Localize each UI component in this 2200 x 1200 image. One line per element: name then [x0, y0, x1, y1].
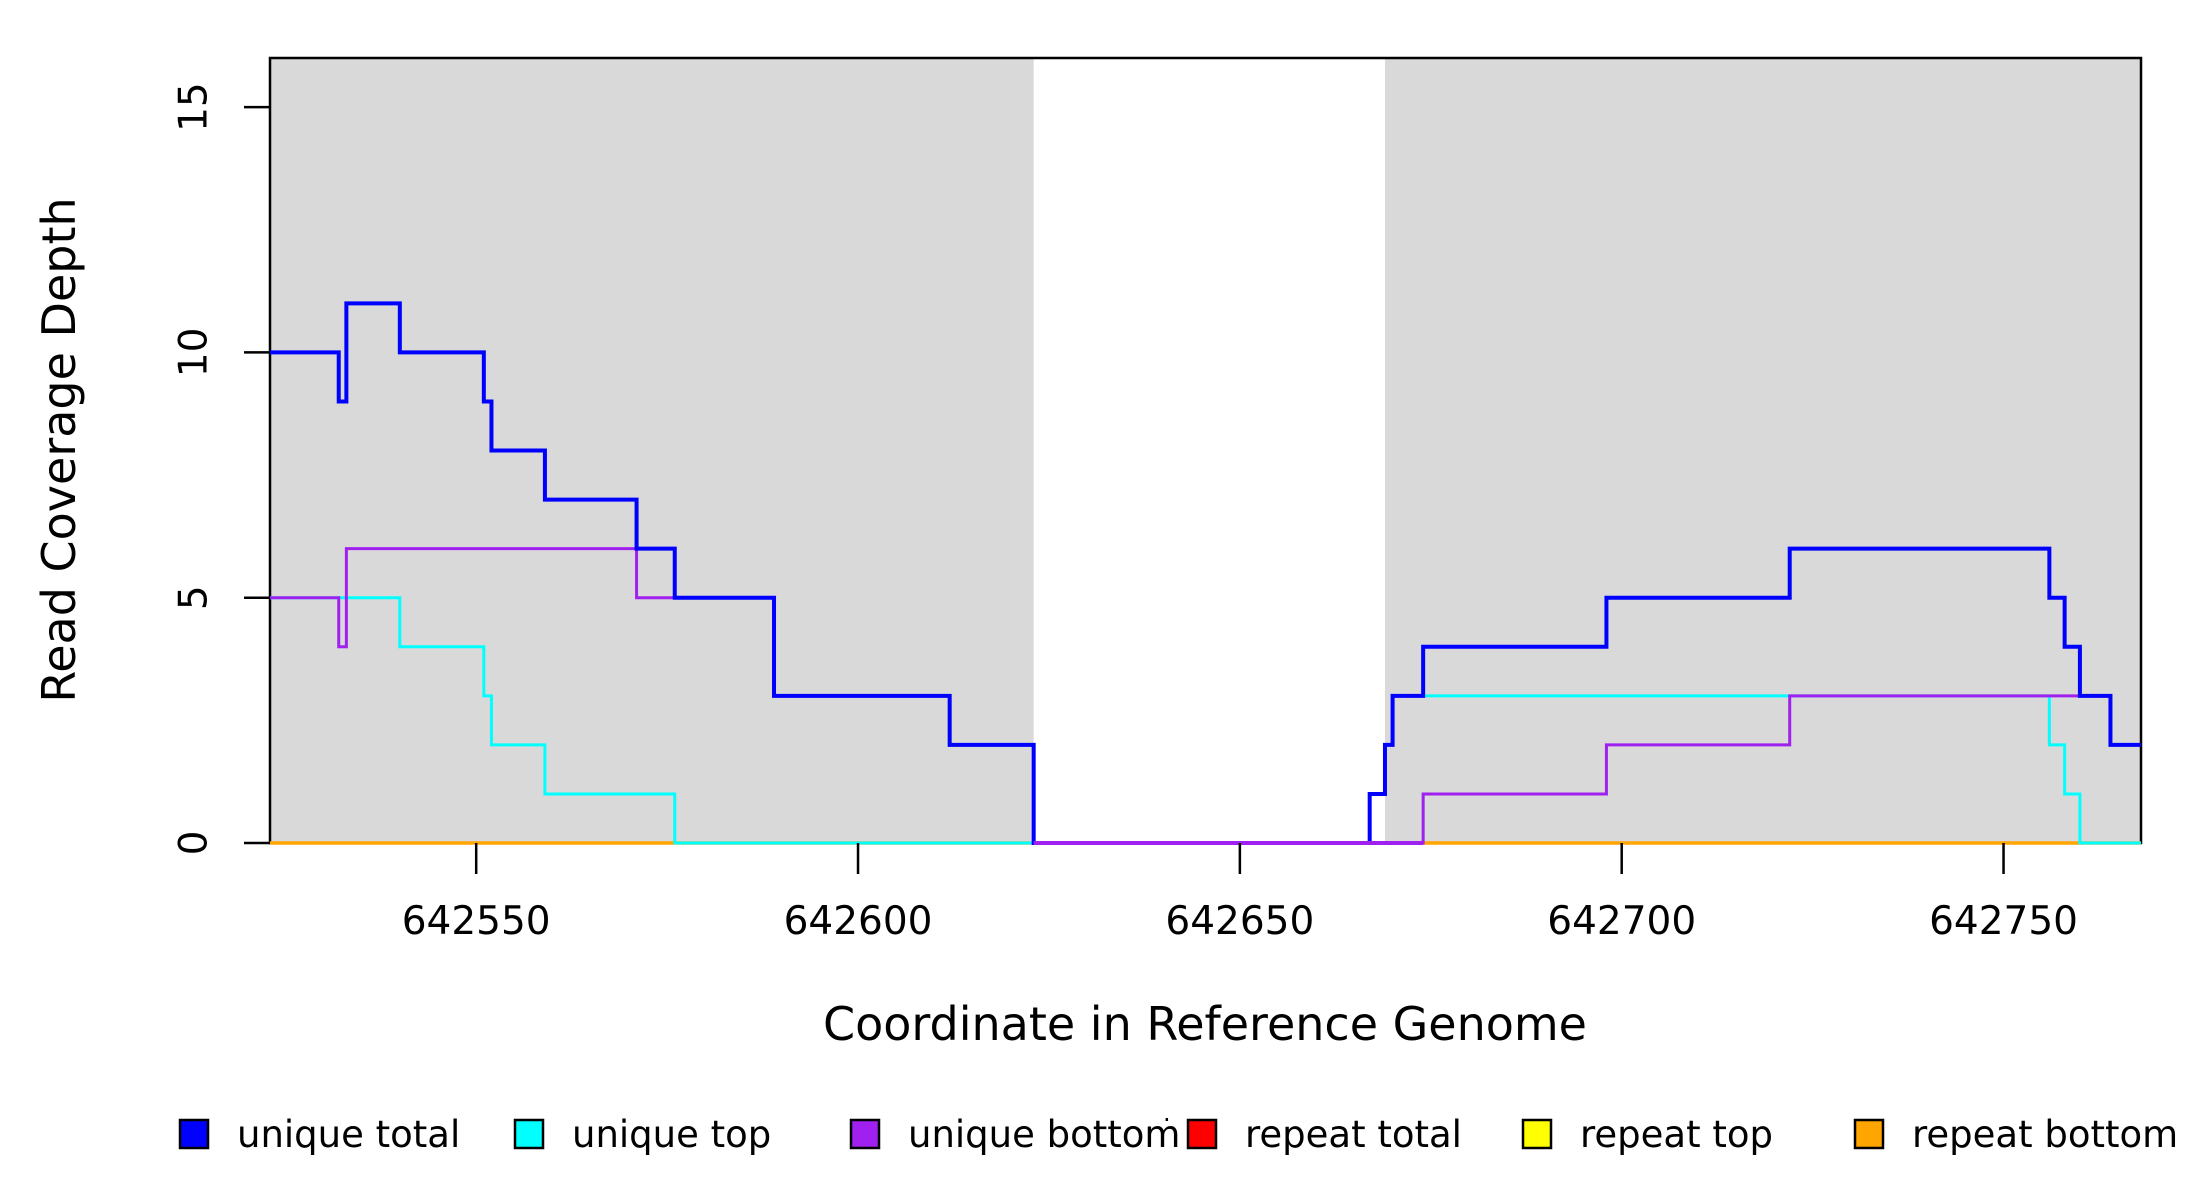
- axes-layer: 642550 642600 642650 642700 642750 0 5 10 15: [172, 82, 2078, 944]
- shaded-region-2: [1384, 58, 2141, 843]
- legend-swatch-unique-total: [178, 1118, 210, 1150]
- legend-label-repeat-bottom: repeat bottom: [1912, 1113, 2178, 1156]
- legend-label-unique-bottom: unique bottom: [908, 1113, 1180, 1156]
- x-tick-label-642550: 642550: [402, 899, 551, 944]
- legend-item-repeat-total: repeat total: [1186, 1113, 1462, 1156]
- legend-item-repeat-bottom: repeat bottom: [1853, 1113, 2178, 1156]
- series-line-unique-total: [270, 301, 2141, 845]
- legend-swatch-repeat-bottom: [1853, 1118, 1885, 1150]
- legend-label-repeat-top: repeat top: [1580, 1113, 1773, 1156]
- x-tick-label-642750: 642750: [1929, 899, 2078, 944]
- legend-label-unique-total: unique total: [237, 1113, 460, 1156]
- y-tick-label-10: 10: [172, 328, 217, 378]
- legend-swatch-repeat-total: [1186, 1118, 1218, 1150]
- series-layer: [270, 301, 2141, 845]
- legend-swatch-unique-top: [513, 1118, 545, 1150]
- legend-stray-dot: ·: [1163, 1106, 1171, 1134]
- y-tick-label-5: 5: [172, 585, 217, 610]
- legend-item-repeat-top: repeat top: [1521, 1113, 1773, 1156]
- x-tick-label-642700: 642700: [1547, 899, 1696, 944]
- y-tick-label-15: 15: [172, 82, 217, 132]
- legend: unique total unique top unique bottom repea…: [178, 1106, 2178, 1156]
- legend-label-repeat-total: repeat total: [1245, 1113, 1462, 1156]
- y-axis-title: Read Coverage Depth: [32, 197, 86, 702]
- legend-label-unique-top: unique top: [572, 1113, 771, 1156]
- y-tick-label-0: 0: [172, 831, 217, 856]
- legend-item-unique-top: unique top: [513, 1113, 771, 1156]
- legend-swatch-repeat-top: [1521, 1118, 1553, 1150]
- shaded-region-1: [270, 58, 1034, 843]
- x-tick-label-642650: 642650: [1165, 899, 1314, 944]
- x-axis-title: Coordinate in Reference Genome: [823, 997, 1587, 1051]
- legend-swatch-unique-bottom: [849, 1118, 881, 1150]
- shaded-regions-layer: [270, 58, 2141, 843]
- legend-item-unique-bottom: unique bottom: [849, 1113, 1180, 1156]
- legend-item-unique-total: unique total: [178, 1113, 460, 1156]
- x-tick-label-642600: 642600: [784, 899, 933, 944]
